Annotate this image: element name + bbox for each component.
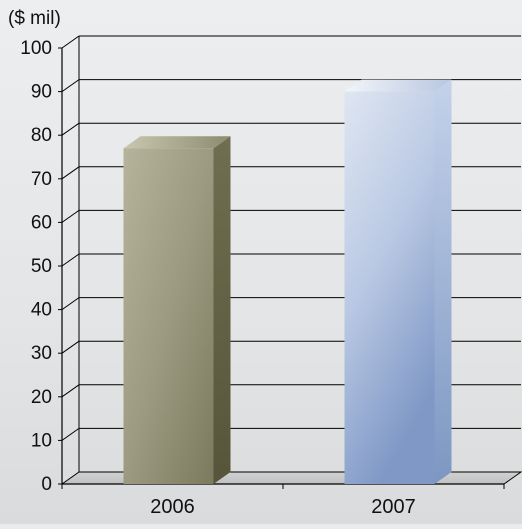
bar-side [213,136,231,484]
gridline-depth [61,122,80,136]
y-axis-label: ($ mil) [8,8,61,29]
bar-layer [123,79,452,484]
gridline-depth [61,166,80,180]
bar-top [344,79,452,92]
y-tick-label: 70 [31,169,52,190]
y-tick-label: 50 [31,256,52,277]
bar-top [123,136,231,149]
label-layer: 0 10 20 30 40 50 60 70 80 90 100 2006 2007 ($ mil) [8,8,416,518]
gridline-depth [61,253,80,267]
gridline-depth [61,35,80,49]
gridline-depth [61,79,80,93]
gridline-depth [61,297,80,311]
y-tick-label: 90 [31,82,52,103]
gridline-depth [61,340,80,354]
bar-side [434,79,452,484]
y-tick-label: 80 [31,125,52,146]
gridline-depth [61,427,80,441]
gridline-depth [61,384,80,398]
y-tick-label: 10 [31,430,52,451]
y-tick-label: 60 [31,212,52,233]
y-tick-label: 100 [20,38,52,59]
y-tick-label: 0 [41,474,52,495]
x-tick-label: 2007 [371,496,416,518]
bar [344,91,435,484]
gridline-depth [61,209,80,223]
bar [123,148,214,484]
y-tick-label: 30 [31,343,52,364]
y-tick-label: 40 [31,300,52,321]
y-tick-label: 20 [31,387,52,408]
x-tick-label: 2006 [150,496,195,518]
